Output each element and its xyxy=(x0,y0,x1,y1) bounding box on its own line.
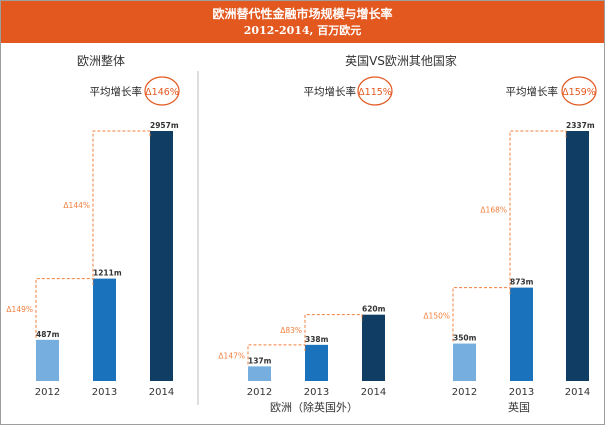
chart-title: 欧洲替代性金融市场规模与增长率 xyxy=(212,7,393,21)
chart-subtitle: 2012-2014, 百万欧元 xyxy=(243,24,362,37)
x-tick-uk-2012: 2012 xyxy=(452,387,477,398)
growth-label-europe-ex-uk-2013: Δ83% xyxy=(280,326,302,335)
x-tick-europe-ex-uk-2012: 2012 xyxy=(247,387,272,398)
avg-growth-value-uk: Δ159% xyxy=(562,87,596,98)
avg-growth-label-europe-ex-uk: 平均增长率 xyxy=(304,85,357,98)
bar-europe-ex-uk-2014 xyxy=(362,314,385,381)
growth-label-europe-ex-uk-2012: Δ147% xyxy=(218,352,245,361)
growth-line-uk-2013 xyxy=(509,130,567,286)
chart-marks: 487m 2012 1211m 2013 2957m 2014 Δ149% Δ144% 137m… xyxy=(6,121,594,398)
avg-growth-badge-europe-ex-uk xyxy=(357,76,393,106)
bar-uk-2012 xyxy=(453,343,476,381)
x-tick-overall-2012: 2012 xyxy=(35,387,60,398)
bar-europe-ex-uk-2013 xyxy=(305,344,328,381)
value-label-overall-2012: 487m xyxy=(36,330,60,339)
value-label-uk-2012: 350m xyxy=(453,334,477,343)
growth-label-uk-2013: Δ168% xyxy=(480,205,507,214)
growth-line-overall-2012 xyxy=(35,278,94,338)
growth-line-uk-2012 xyxy=(452,287,511,342)
avg-growth-badge-overall xyxy=(144,76,180,106)
avg-growth-label-overall: 平均增长率 xyxy=(90,85,143,98)
value-label-uk-2013: 873m xyxy=(510,278,534,287)
group-label-uk: 英国 xyxy=(508,400,530,414)
panel-title-comparison: 英国VS欧洲其他国家 xyxy=(345,53,457,68)
bar-uk-2013 xyxy=(510,287,533,381)
x-tick-europe-ex-uk-2014: 2014 xyxy=(361,387,386,398)
growth-line-europe-ex-uk-2013 xyxy=(304,314,363,343)
value-label-europe-ex-uk-2013: 338m xyxy=(305,335,329,344)
bar-overall-2013 xyxy=(93,278,116,381)
bar-uk-2014 xyxy=(566,131,589,381)
growth-line-overall-2013 xyxy=(92,130,151,277)
x-tick-europe-ex-uk-2013: 2013 xyxy=(304,387,329,398)
value-label-europe-ex-uk-2014: 620m xyxy=(362,305,386,314)
growth-label-uk-2012: Δ150% xyxy=(423,312,450,321)
growth-label-overall-2013: Δ144% xyxy=(63,201,90,210)
x-tick-overall-2014: 2014 xyxy=(149,387,174,398)
bar-overall-2012 xyxy=(36,339,59,381)
growth-label-overall-2012: Δ149% xyxy=(6,305,33,314)
bar-europe-ex-uk-2012 xyxy=(248,366,271,381)
avg-growth-value-europe-ex-uk: Δ115% xyxy=(358,87,392,98)
value-label-uk-2014: 2337m xyxy=(566,121,595,130)
x-tick-uk-2013: 2013 xyxy=(509,387,534,398)
avg-growth-label-uk: 平均增长率 xyxy=(506,85,559,98)
value-label-europe-ex-uk-2012: 137m xyxy=(248,356,272,365)
value-label-overall-2013: 1211m xyxy=(93,269,122,278)
x-tick-uk-2014: 2014 xyxy=(565,387,590,398)
header-banner: 欧洲替代性金融市场规模与增长率 2012-2014, 百万欧元 xyxy=(1,1,604,43)
avg-growth-badge-uk xyxy=(561,76,597,106)
x-tick-overall-2013: 2013 xyxy=(92,387,117,398)
value-label-overall-2014: 2957m xyxy=(150,121,179,130)
avg-growth-value-overall: Δ146% xyxy=(145,87,179,98)
panel-title-overall: 欧洲整体 xyxy=(77,53,125,68)
group-label-europe-ex-uk: 欧洲（除英国外） xyxy=(270,400,358,414)
bar-overall-2014 xyxy=(150,131,173,381)
